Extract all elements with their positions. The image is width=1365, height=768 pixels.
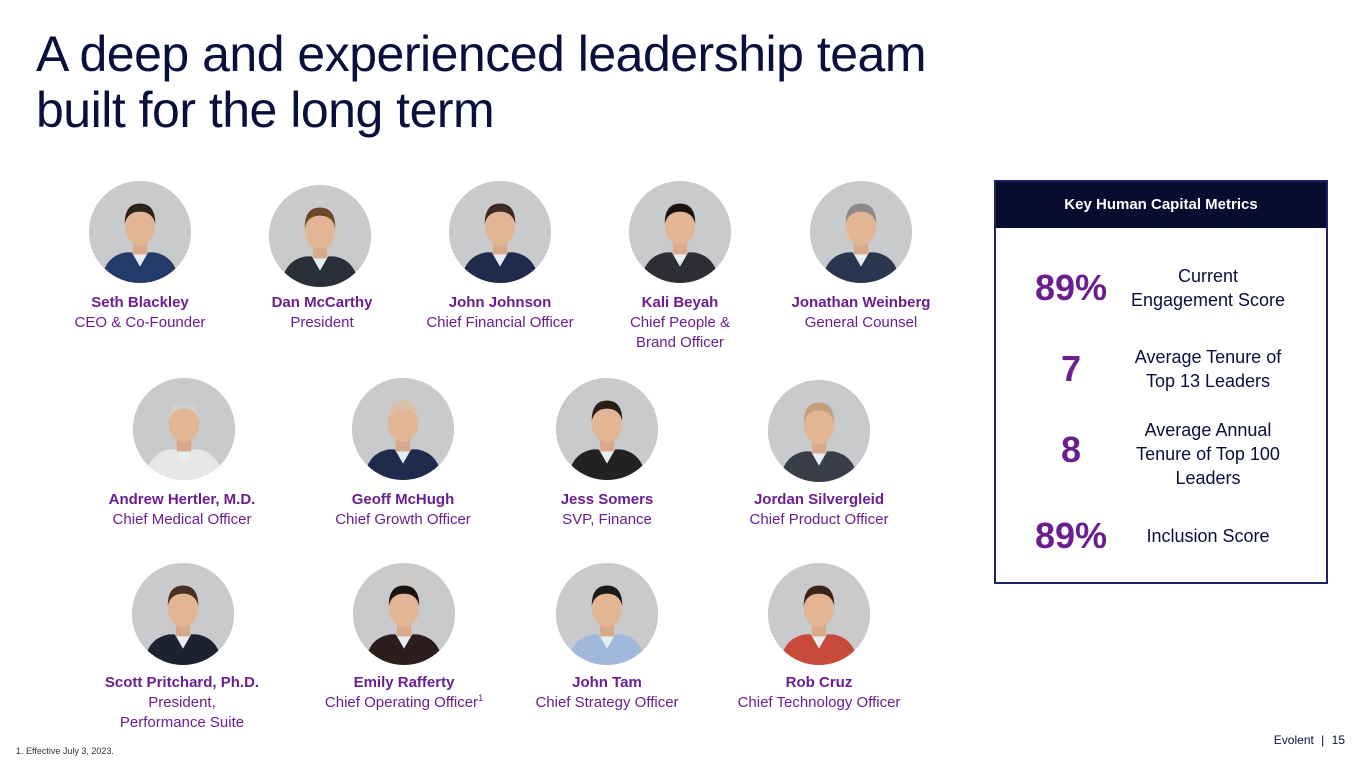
person-role-line-2: Brand Officer [635,334,725,351]
person-role: Chief Financial Officer [426,314,574,331]
person-role: President, [148,694,216,711]
person-name: Jonathan Weinberg [791,294,931,311]
person-andrew-hertler: Andrew Hertler, M.D. Chief Medical Offic… [82,490,282,530]
photo-john-tam [556,563,658,665]
person-name: Andrew Hertler, M.D. [108,491,256,508]
photo-geoff-mchugh [352,378,454,480]
metric-inclusion: 89% Inclusion Score [996,516,1326,576]
page-footer: Evolent | 15 [1274,733,1345,747]
person-name: Rob Cruz [785,674,853,691]
metric-label: Current Engagement Score [1130,266,1286,310]
photo-kali-beyah [629,181,731,283]
photo-scott-pritchard [132,563,234,665]
person-jordan-silvergleid: Jordan Silvergleid Chief Product Officer [719,490,919,530]
photo-andrew-hertler [133,378,235,480]
metric-label: Inclusion Score [1146,526,1270,546]
photo-jordan-silvergleid [768,380,870,482]
person-name: John Johnson [448,294,552,311]
photo-rob-cruz [768,563,870,665]
metrics-header: Key Human Capital Metrics [996,182,1326,228]
page-number: 15 [1331,733,1345,747]
person-name: Kali Beyah [641,294,719,311]
person-role: Chief Growth Officer [335,511,471,528]
person-emily-rafferty: Emily Rafferty Chief Operating Officer1 [304,673,504,713]
person-name: Jordan Silvergleid [753,491,885,508]
person-role: CEO & Co-Founder [74,314,206,331]
footnote-marker: 1 [478,693,484,703]
person-seth-blackley: Seth Blackley CEO & Co-Founder [40,293,240,333]
metric-tenure-top100: 8 Average Annual Tenure of Top 100 Leade… [996,418,1326,488]
metric-value: 7 [1060,348,1082,389]
person-rob-cruz: Rob Cruz Chief Technology Officer [719,673,919,713]
page-title: A deep and experienced leadership team b… [36,26,1036,138]
photo-jess-somers [556,378,658,480]
brand-name: Evolent [1273,733,1314,747]
metric-value: 89% [1034,267,1108,308]
person-jonathan-weinberg: Jonathan Weinberg General Counsel [761,293,961,333]
person-john-johnson: John Johnson Chief Financial Officer [400,293,600,333]
title-line-2: built for the long term [36,82,495,138]
person-name: Dan McCarthy [271,294,373,311]
person-name: Jess Somers [560,491,654,508]
photo-dan-mccarthy [269,185,371,287]
metric-label: Average Annual Tenure of Top 100 Leaders [1136,420,1280,488]
metric-label: Average Tenure of Top 13 Leaders [1134,347,1282,391]
person-name: Scott Pritchard, Ph.D. [104,674,260,691]
metric-value: 89% [1034,515,1108,556]
person-role: President [290,314,354,331]
photo-seth-blackley [89,181,191,283]
person-geoff-mchugh: Geoff McHugh Chief Growth Officer [303,490,503,530]
person-scott-pritchard: Scott Pritchard, Ph.D. President, Perfor… [82,673,282,733]
person-name: Geoff McHugh [351,491,455,508]
person-role: Chief Operating Officer1 [324,693,484,712]
person-role: Chief People & [629,314,731,331]
person-name: John Tam [572,674,642,691]
photo-emily-rafferty [353,563,455,665]
photo-john-johnson [449,181,551,283]
metric-tenure-top13: 7 Average Tenure of Top 13 Leaders [996,345,1326,405]
person-jess-somers: Jess Somers SVP, Finance [507,490,707,530]
person-role: General Counsel [804,314,918,331]
person-role: Chief Strategy Officer [535,694,679,711]
metric-engagement: 89% Current Engagement Score [996,264,1326,324]
person-role: SVP, Finance [562,511,652,528]
title-line-1: A deep and experienced leadership team [36,26,926,82]
person-role: Chief Product Officer [749,511,889,528]
person-role: Chief Technology Officer [737,694,901,711]
person-name: Emily Rafferty [353,674,455,691]
photo-jonathan-weinberg [810,181,912,283]
person-john-tam: John Tam Chief Strategy Officer [507,673,707,713]
person-role-line-2: Performance Suite [119,714,245,731]
person-name: Seth Blackley [91,294,189,311]
footnote: 1. Effective July 3, 2023. [16,746,114,756]
footer-separator: | [1321,733,1325,747]
key-metrics-panel: Key Human Capital Metrics 89% Current En… [994,180,1328,584]
person-role: Chief Medical Officer [112,511,252,528]
person-dan-mccarthy: Dan McCarthy President [222,293,422,333]
metric-value: 8 [1060,429,1082,470]
person-kali-beyah: Kali Beyah Chief People & Brand Officer [580,293,780,353]
